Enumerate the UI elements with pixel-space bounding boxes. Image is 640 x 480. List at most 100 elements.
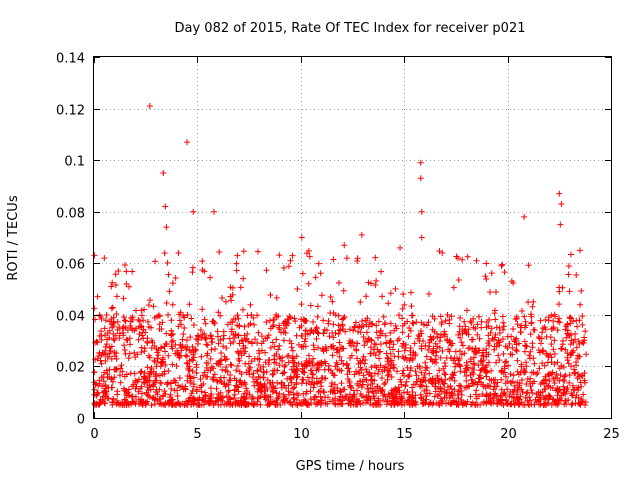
data-point [531,378,538,385]
data-point [166,288,173,295]
data-point [437,331,444,338]
data-point [104,330,111,337]
data-point [474,321,481,328]
data-point [451,377,458,384]
data-point [232,398,239,405]
data-point [127,341,134,348]
data-point [117,379,124,386]
data-point [566,288,573,295]
data-point [108,375,115,382]
data-point [525,262,532,269]
data-point [121,387,128,394]
data-point [377,332,384,339]
data-point [468,336,475,343]
data-point [346,382,353,389]
data-point [193,361,200,368]
data-point [119,325,126,332]
data-point [233,267,240,274]
data-point [201,316,208,323]
data-point [360,400,366,407]
data-point [279,398,286,405]
data-point [369,388,376,395]
data-point [269,388,276,395]
data-point [103,341,110,348]
data-point [294,367,301,374]
data-point [132,377,139,384]
data-point [522,324,529,331]
data-point [455,277,462,284]
data-point [399,329,406,336]
data-point [574,323,581,330]
data-point [517,329,524,336]
data-point [248,312,255,318]
data-point [222,356,229,363]
data-point [236,340,243,347]
data-point [396,335,403,342]
data-point [399,343,406,350]
data-point [371,346,378,353]
data-point [444,384,451,391]
data-point [115,267,122,274]
data-point [315,344,322,351]
data-point [365,393,372,400]
data-point [528,320,535,327]
data-point [309,370,316,377]
data-point-peak [397,244,404,251]
data-point [189,343,196,350]
data-point [426,370,433,377]
data-point [238,371,245,378]
data-point [375,366,382,373]
data-point [555,400,562,407]
data-point [382,363,389,370]
data-point [98,328,105,335]
data-point [168,332,175,339]
data-point [377,362,384,369]
data-point [410,381,417,388]
data-point [328,383,335,390]
data-point [135,396,142,403]
data-point [455,401,462,408]
data-point [121,342,128,349]
data-point [401,401,408,408]
data-point [491,307,498,314]
data-point [436,367,443,374]
data-point [529,344,536,351]
data-point [343,255,350,262]
data-point [390,364,397,371]
data-point [201,330,208,337]
data-point [167,380,174,387]
data-point [155,352,162,359]
data-point [123,371,130,378]
data-point [271,352,278,359]
data-point [403,378,410,385]
data-point [123,280,130,287]
data-point [288,340,295,347]
data-point [546,378,553,385]
data-point [494,400,501,407]
data-point [267,325,274,332]
data-point [283,322,290,329]
data-point [375,349,382,356]
data-point-peak [101,255,108,262]
data-point [206,397,213,404]
data-point [161,388,168,395]
data-point [258,333,265,340]
x-tick-label: 0 [90,427,98,442]
data-point [546,372,553,379]
data-point [418,369,425,376]
data-point [391,364,398,371]
data-point [531,327,538,334]
data-point [144,364,151,371]
data-point [564,321,571,328]
data-point [417,394,424,401]
data-point [298,400,305,407]
data-point [267,292,274,299]
data-point [338,380,345,387]
data-point [223,344,230,351]
data-point [375,395,382,402]
data-point [111,337,118,344]
data-point [581,334,588,341]
data-point [289,385,296,392]
data-point [325,362,332,369]
data-point [157,379,164,386]
